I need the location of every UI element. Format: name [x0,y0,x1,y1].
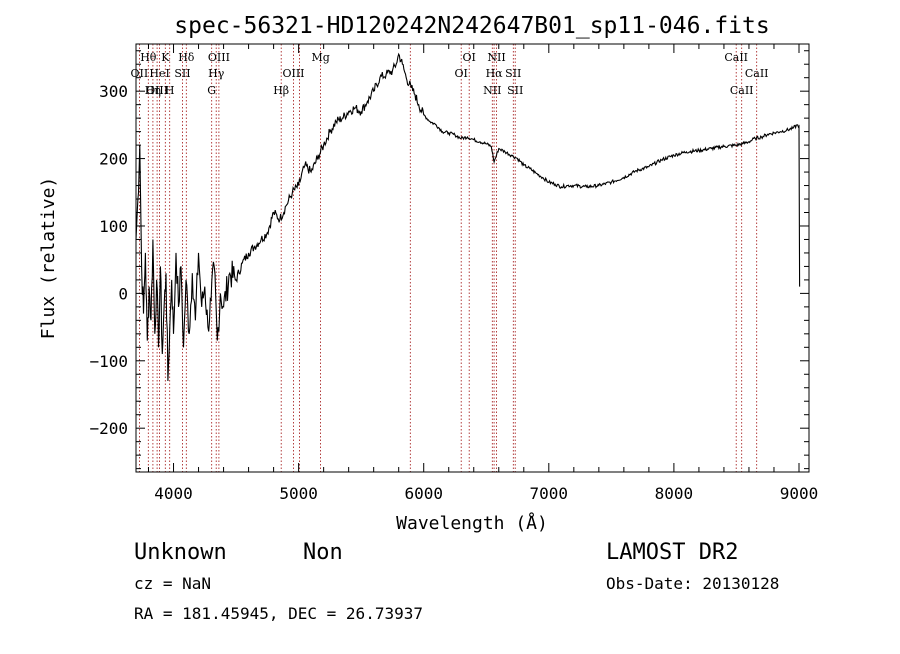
plot-frame [135,43,810,473]
line-label: OIII [282,67,304,80]
x-axis-label: Wavelength (Å) [396,512,548,534]
y-tick-label: 0 [118,284,128,303]
line-label: Hγ [208,67,225,80]
object-class: Unknown [134,540,227,565]
line-label: NII [487,51,505,64]
spectrum-line [135,52,801,382]
x-tick-label: 5000 [279,484,318,503]
line-label: OI [455,67,468,80]
line-label: CaII [745,67,769,80]
line-label: OI [463,51,476,64]
x-tick-label: 4000 [154,484,193,503]
x-tick-label: 7000 [530,484,569,503]
line-label: OIII [146,84,168,97]
redshift-cz: cz = NaN [134,574,211,593]
y-tick-label: 100 [99,217,128,236]
emission-line-markers [138,44,758,472]
y-tick-label: 200 [99,150,128,169]
line-label: CaII [730,84,754,97]
x-axis-ticks: 4000 5000 6000 7000 8000 9000 [148,44,819,503]
line-label: SII [505,67,521,80]
y-axis-label: Flux (relative) [38,177,59,340]
line-label: G [207,84,216,97]
line-label: Hδ [178,51,195,64]
line-label: H [165,84,175,97]
y-tick-label: −200 [89,419,128,438]
observation-date: Obs-Date: 20130128 [606,574,779,593]
line-label: HeI [149,67,169,80]
line-label: CaII [724,51,748,64]
line-label: OII [131,67,149,80]
line-label: SII [507,84,523,97]
survey-name: LAMOST DR2 [606,540,738,565]
object-subclass: Non [303,540,343,565]
y-tick-label: −100 [89,352,128,371]
line-label: NII [483,84,501,97]
y-axis-ticks: −200 −100 0 100 200 300 [89,50,809,470]
x-tick-label: 8000 [655,484,694,503]
line-label: Hα [486,67,504,80]
line-label: Hθ [140,51,157,64]
line-label: Mg [311,51,329,64]
x-tick-label: 9000 [780,484,819,503]
line-label: Hη [145,84,161,97]
line-label: Hβ [273,84,289,97]
y-tick-label: 300 [99,82,128,101]
line-label: OIII [208,51,230,64]
line-label: K [161,51,170,64]
coordinates: RA = 181.45945, DEC = 26.73937 [134,604,423,623]
emission-line-labels: Hθ OII OIII K H HeI SII Hη Hδ OIII Hγ G OIII Hβ Mg OI OI… [131,51,769,97]
chart-title: spec-56321-HD120242N242647B01_sp11-046.f… [174,13,769,39]
line-label: SII [174,67,190,80]
x-tick-label: 6000 [404,484,443,503]
